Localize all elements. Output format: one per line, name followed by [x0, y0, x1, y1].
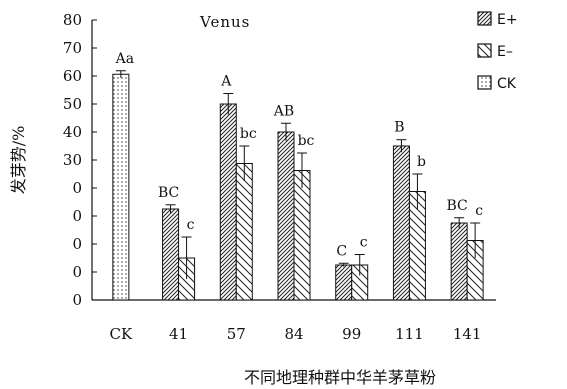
y-tick-label: 60 [63, 67, 82, 85]
significance-label: bc [240, 126, 257, 142]
y-tick-label: 0 [72, 235, 82, 253]
y-axis-ticks: 0 0 0 0 0 30 40 50 60 70 80 [63, 11, 97, 309]
y-tick-label: 30 [63, 151, 82, 169]
significance-label: BC [447, 198, 468, 214]
bar-E-141 [450, 222, 468, 301]
legend-swatch [477, 75, 492, 90]
y-tick-label: 50 [63, 95, 82, 113]
significance-label: C [336, 243, 347, 259]
bar-E-41 [162, 208, 180, 301]
x-tick-label: 41 [169, 325, 188, 343]
legend: E+ E– CK [477, 11, 518, 92]
x-tick-label: 57 [227, 325, 246, 343]
bar-CK-CK [112, 73, 130, 301]
x-tick-label: 84 [284, 325, 303, 343]
significance-label: c [360, 235, 368, 251]
legend-label: E+ [497, 12, 518, 28]
x-tick-label: 111 [395, 325, 424, 343]
bars [112, 73, 484, 301]
x-tick-label: 99 [342, 325, 361, 343]
chart-title: Venus [199, 13, 250, 31]
error-bars [115, 70, 481, 279]
x-axis-ticks: CK 41 57 84 99 111 141 [110, 325, 482, 343]
bar-E-57 [219, 103, 237, 301]
y-tick-label: 0 [72, 291, 82, 309]
y-tick-label: 40 [63, 123, 82, 141]
significance-label: AB [273, 103, 294, 119]
y-tick-label: 0 [72, 263, 82, 281]
y-tick-label: 0 [72, 179, 82, 197]
significance-label: A [220, 74, 232, 90]
bar-E-84 [277, 131, 295, 301]
significance-label: c [187, 217, 195, 233]
y-tick-label: 0 [72, 207, 82, 225]
bar-E-111 [392, 145, 410, 301]
y-tick-label: 70 [63, 39, 82, 57]
legend-swatch [477, 43, 492, 58]
x-tick-label: 141 [453, 325, 482, 343]
bar-E-84 [293, 170, 311, 301]
significance-label: bc [298, 133, 315, 149]
bar-E-57 [235, 163, 253, 301]
significance-label: Aa [115, 51, 134, 67]
x-tick-label: CK [110, 325, 133, 343]
bar-E-99 [335, 264, 353, 301]
legend-label: CK [497, 76, 517, 92]
significance-label: c [475, 203, 483, 219]
significance-label: B [394, 120, 404, 136]
x-axis-label: 不同地理种群中华羊茅草粉 [244, 368, 436, 387]
y-axis-label: 发芽势/% [9, 126, 28, 195]
legend-label: E– [497, 44, 513, 60]
y-tick-label: 80 [63, 11, 82, 29]
legend-swatch [477, 11, 492, 26]
significance-label: BC [158, 185, 179, 201]
significance-label: b [417, 154, 426, 170]
